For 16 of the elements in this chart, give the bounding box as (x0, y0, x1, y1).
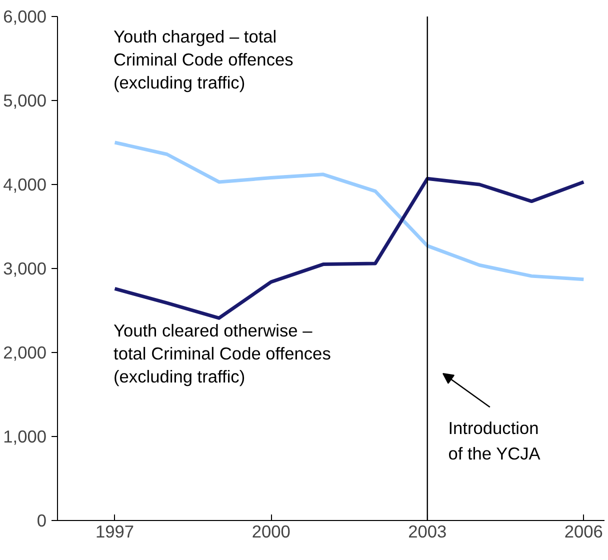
x-tick-label: 1997 (96, 522, 134, 542)
x-tick-label: 2000 (252, 522, 290, 542)
line-series (113, 176, 586, 320)
y-tick-label: 1,000 (3, 426, 47, 446)
line-series (113, 140, 586, 282)
x-tick-label: 2006 (564, 522, 603, 542)
x-tick-label: 2003 (408, 522, 447, 542)
text: Youth charged – total Criminal Code offences (excluding traffic) (114, 26, 294, 92)
ref-line-label: Introduction of the YCJA (448, 418, 541, 464)
y-tick-label: 6,000 (3, 6, 47, 26)
y-tick-label: 4,000 (3, 174, 47, 194)
y-tick-label: 0 (36, 510, 47, 530)
series-label: Youth cleared otherwise – total Criminal Code offences (excluding traffic) (114, 320, 332, 386)
y-tick-label: 3,000 (3, 258, 47, 278)
y-tick-label: 5,000 (3, 90, 47, 110)
y-tick-label: 2,000 (3, 342, 47, 362)
